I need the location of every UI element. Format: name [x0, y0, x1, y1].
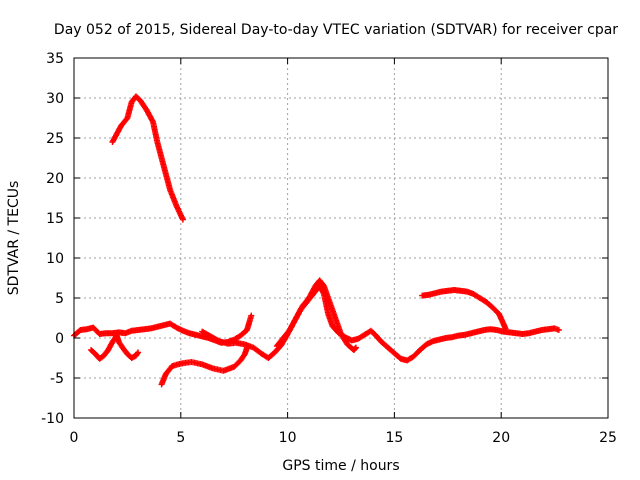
data-point-marker — [135, 349, 142, 356]
data-series — [71, 93, 562, 388]
grid-lines — [74, 58, 608, 418]
y-tick-label: -10 — [41, 411, 64, 427]
x-axis-ticks: 0 5 10 15 20 25 — [70, 58, 617, 446]
data-point-marker — [352, 345, 359, 352]
series-arc-5 — [199, 283, 562, 364]
series-arc-1 — [109, 93, 186, 223]
data-point-marker — [352, 344, 359, 351]
series-arc-4 — [158, 344, 251, 388]
series-arc-3 — [88, 332, 142, 362]
y-axis-label: SDTVAR / TECUs — [6, 181, 22, 296]
series-arc-6 — [273, 277, 359, 353]
data-point-marker — [555, 327, 562, 333]
chart-title: Day 052 of 2015, Sidereal Day-to-day VTE… — [54, 22, 618, 38]
y-tick-label: 30 — [46, 91, 64, 107]
y-tick-label: 20 — [46, 171, 64, 187]
y-tick-label: -5 — [50, 371, 64, 387]
data-point-marker — [248, 312, 255, 319]
data-point-marker — [134, 350, 141, 357]
data-point-marker — [502, 325, 509, 332]
y-tick-label: 5 — [55, 291, 64, 307]
x-tick-label: 20 — [492, 430, 510, 446]
x-tick-label: 15 — [385, 430, 403, 446]
y-tick-label: 0 — [55, 331, 64, 347]
y-tick-label: 35 — [46, 51, 64, 67]
data-point-marker — [179, 216, 186, 223]
x-tick-label: 5 — [176, 430, 185, 446]
y-tick-label: 10 — [46, 251, 64, 267]
series-arc-7 — [419, 287, 509, 332]
x-tick-label: 10 — [279, 430, 297, 446]
x-tick-label: 0 — [70, 430, 79, 446]
x-tick-label: 25 — [599, 430, 617, 446]
plot-frame — [73, 57, 609, 419]
x-axis-label: GPS time / hours — [282, 458, 399, 474]
y-tick-label: 25 — [46, 131, 64, 147]
y-tick-label: 15 — [46, 211, 64, 227]
y-axis-ticks: -10 -5 0 5 10 15 20 25 30 35 — [41, 51, 608, 427]
